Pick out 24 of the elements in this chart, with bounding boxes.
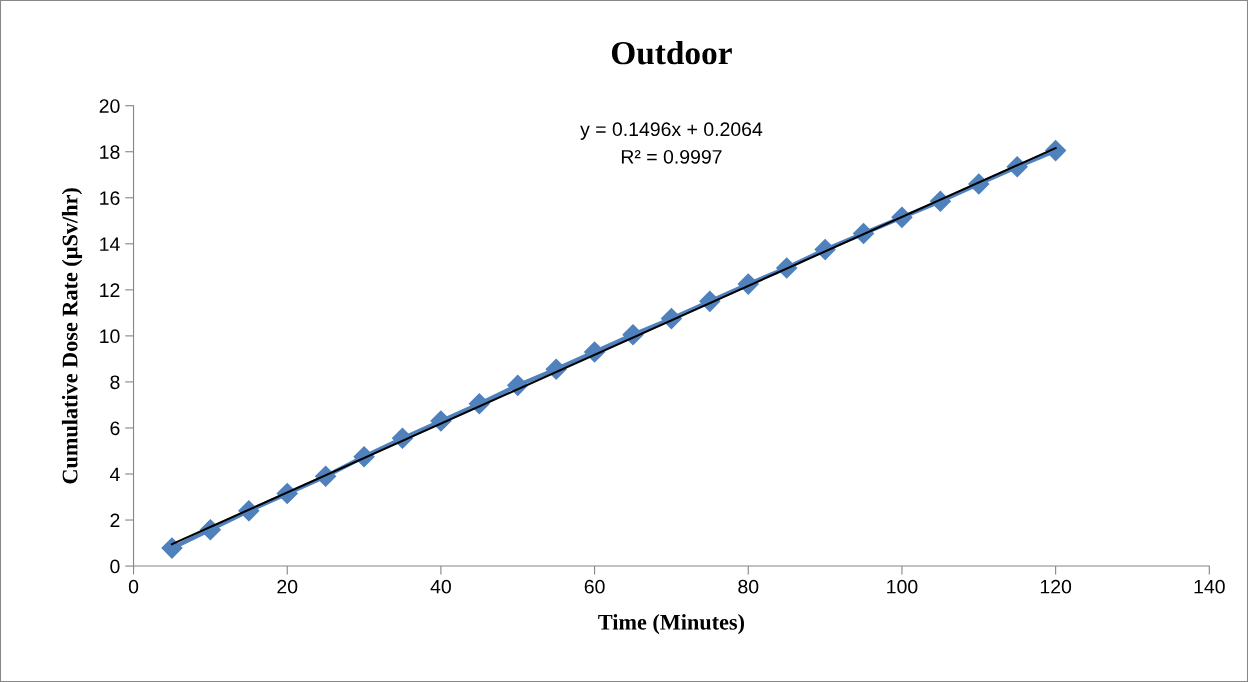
y-tick-label: 6 — [110, 421, 120, 436]
y-tick-label: 0 — [110, 559, 120, 574]
y-tick-label: 12 — [100, 283, 120, 297]
y-tick-label: 8 — [110, 375, 120, 390]
x-tick-label: 20 — [277, 579, 298, 594]
x-tick-label: 100 — [887, 579, 918, 594]
annotation: R² = 0.9997 — [621, 149, 722, 164]
y-tick-label: 14 — [100, 237, 120, 251]
annotation: y = 0.1496x + 0.2064 — [580, 122, 763, 140]
y-axis-title: Cumulative Dose Rate (µSv/hr) — [61, 188, 83, 484]
y-tick-label: 10 — [100, 329, 120, 344]
y-tick-label: 16 — [100, 191, 120, 206]
x-tick-label: 120 — [1040, 579, 1072, 594]
y-tick-label: 18 — [100, 145, 120, 159]
y-tick-label: 2 — [110, 513, 120, 528]
chart-title: Outdoor — [611, 40, 732, 65]
x-tick-label: 60 — [584, 579, 605, 594]
x-tick-label: 0 — [128, 579, 139, 594]
x-tick-label: 40 — [430, 579, 451, 594]
x-tick-label: 80 — [738, 579, 759, 594]
x-axis-title: Time (Minutes) — [598, 614, 745, 635]
y-tick-label: 4 — [109, 467, 120, 482]
y-tick-label: 20 — [99, 99, 120, 113]
x-tick-label: 140 — [1194, 579, 1225, 594]
